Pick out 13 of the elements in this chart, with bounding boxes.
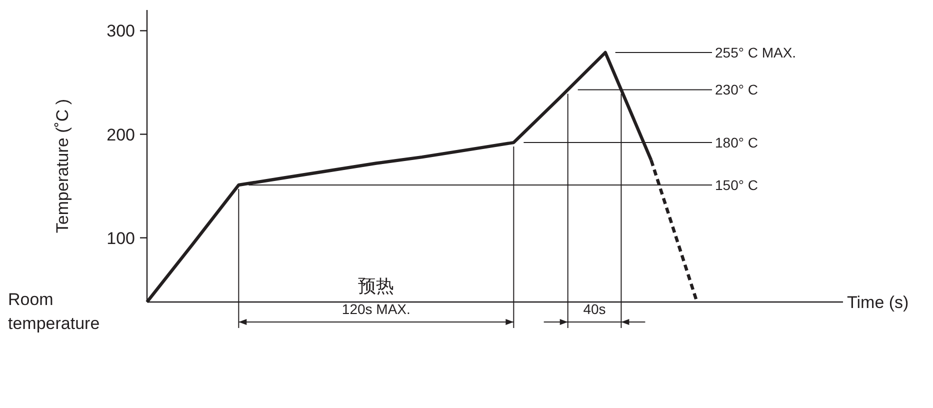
annotation: 40s [583,301,606,317]
annotation: 120s MAX. [342,301,410,317]
ref-line-label: 180° C [715,134,758,151]
text: Time (s) [847,293,909,312]
annotation: 预热 [358,276,394,296]
ref-line-label: 150° C [715,176,758,193]
y-tick-label: 200 [106,125,135,144]
y-tick-label: 300 [106,22,135,41]
y-tick-label: 100 [106,228,135,248]
text: Room temperature [8,289,101,335]
ref-line-label: 255° C MAX. [715,44,796,60]
ref-line-label: 230° C [715,82,758,98]
y-axis-title: Temperature (˚C ) [53,98,72,234]
